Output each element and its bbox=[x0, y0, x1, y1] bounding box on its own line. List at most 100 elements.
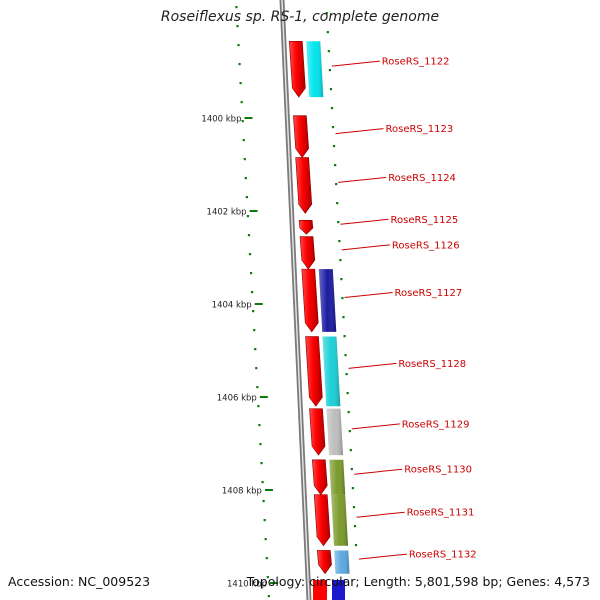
gene-category-shade bbox=[322, 336, 341, 407]
gene-arrow[interactable] bbox=[299, 236, 316, 270]
gene-arrow[interactable] bbox=[293, 115, 309, 159]
gene-label[interactable]: RoseRS_1128 bbox=[398, 359, 466, 370]
topology-text: Topology: circular; Length: 5,801,598 bp… bbox=[246, 574, 590, 589]
gene-label[interactable]: RoseRS_1130 bbox=[404, 465, 472, 476]
minor-tick-left bbox=[243, 158, 246, 161]
minor-tick-left bbox=[247, 234, 251, 237]
minor-tick-left bbox=[258, 424, 261, 427]
minor-tick-right bbox=[346, 392, 349, 395]
gene-label[interactable]: RoseRS_1127 bbox=[395, 288, 463, 299]
minor-tick-right bbox=[343, 335, 346, 338]
gene-label[interactable]: RoseRS_1125 bbox=[391, 215, 459, 226]
minor-tick-left bbox=[256, 386, 259, 389]
gene-category-shade bbox=[329, 459, 346, 495]
gene-arrow[interactable] bbox=[309, 408, 326, 456]
minor-tick-left bbox=[248, 253, 252, 256]
minor-tick-left bbox=[246, 215, 250, 218]
minor-tick-left bbox=[253, 329, 256, 332]
gene-RoseRS_1122[interactable] bbox=[288, 40, 324, 98]
gene-label[interactable]: RoseRS_1129 bbox=[402, 419, 470, 430]
minor-tick-right bbox=[336, 202, 339, 205]
minor-tick-left bbox=[242, 139, 245, 142]
minor-tick-left bbox=[244, 177, 247, 180]
minor-tick-left bbox=[245, 196, 248, 199]
minor-tick-left bbox=[257, 405, 260, 408]
minor-tick-left bbox=[241, 120, 244, 123]
gene-label[interactable]: RoseRS_1122 bbox=[382, 57, 450, 68]
minor-tick-right bbox=[329, 88, 333, 91]
minor-tick-right bbox=[350, 468, 353, 471]
gene-leader-line bbox=[348, 362, 397, 369]
minor-tick-left bbox=[251, 291, 254, 294]
minor-tick-left bbox=[260, 462, 263, 465]
minor-tick-right bbox=[338, 240, 341, 243]
minor-tick-right bbox=[341, 297, 344, 300]
partial-gene-bottom bbox=[313, 580, 327, 600]
minor-tick-left bbox=[255, 367, 258, 370]
minor-tick-right bbox=[325, 12, 328, 15]
minor-tick-right bbox=[327, 50, 330, 53]
minor-tick-right bbox=[334, 164, 337, 167]
minor-tick-left bbox=[238, 63, 241, 66]
gene-RoseRS_1131[interactable] bbox=[313, 494, 349, 547]
gene-leader-line bbox=[340, 218, 389, 225]
scale-label: 1404 kbp bbox=[212, 301, 252, 311]
minor-tick-left bbox=[262, 500, 265, 503]
gene-leader-line bbox=[344, 292, 393, 299]
tick-layer: 1400 kbp 1402 kbp 1404 kbp 1406 kbp 1408 kbp… bbox=[201, 6, 358, 598]
gene-arrow[interactable] bbox=[311, 459, 328, 496]
minor-tick-left bbox=[261, 481, 264, 484]
minor-tick-right bbox=[349, 449, 352, 452]
gene-RoseRS_1126[interactable] bbox=[299, 236, 316, 270]
gene-RoseRS_1129[interactable] bbox=[309, 408, 344, 456]
scale-label: 1410 kbp bbox=[227, 580, 267, 590]
gene-arrow[interactable] bbox=[288, 40, 306, 98]
gene-leader-line bbox=[358, 553, 407, 560]
minor-tick-right bbox=[353, 525, 357, 528]
gene-label[interactable]: RoseRS_1132 bbox=[409, 550, 477, 561]
gene-RoseRS_1127[interactable] bbox=[301, 268, 337, 333]
gene-label[interactable]: RoseRS_1123 bbox=[386, 124, 454, 135]
minor-tick-right bbox=[352, 506, 356, 509]
gene-RoseRS_1125[interactable] bbox=[298, 220, 314, 235]
gene-label[interactable]: RoseRS_1131 bbox=[407, 508, 475, 519]
label-layer: RoseRS_1122 RoseRS_1123 RoseRS_1124 RoseRS_… bbox=[331, 57, 477, 561]
minor-tick-left bbox=[264, 538, 267, 541]
backbone-layer bbox=[279, 0, 312, 600]
gene-arrow[interactable] bbox=[316, 550, 332, 575]
gene-RoseRS_1128[interactable] bbox=[305, 336, 341, 407]
gene-leader-line bbox=[338, 176, 387, 183]
minor-tick-left bbox=[249, 272, 253, 275]
gene-RoseRS_1123[interactable] bbox=[293, 115, 309, 159]
gene-arrow[interactable] bbox=[295, 157, 313, 214]
gene-RoseRS_1132[interactable] bbox=[316, 550, 350, 575]
gene-label[interactable]: RoseRS_1124 bbox=[388, 173, 456, 184]
minor-tick-right bbox=[347, 411, 350, 414]
gene-category-shade bbox=[326, 408, 344, 456]
scale-label: 1400 kbp bbox=[201, 115, 241, 125]
gene-RoseRS_1130[interactable] bbox=[311, 459, 346, 496]
scale-label: 1406 kbp bbox=[217, 394, 257, 404]
minor-tick-right bbox=[344, 354, 347, 357]
minor-tick-right bbox=[332, 145, 336, 148]
gene-leader-line bbox=[335, 128, 384, 135]
gene-leader-line bbox=[341, 244, 390, 251]
map-title: Roseiflexus sp. RS-1, complete genome bbox=[160, 9, 440, 25]
gene-category-shade bbox=[334, 550, 350, 574]
gene-arrow[interactable] bbox=[313, 494, 331, 547]
minor-tick-left bbox=[266, 576, 269, 579]
gene-arrow[interactable] bbox=[298, 220, 314, 235]
gene-arrow[interactable] bbox=[301, 268, 319, 333]
minor-tick-left bbox=[236, 25, 239, 28]
minor-tick-right bbox=[326, 31, 329, 34]
gene-category-shade bbox=[318, 269, 337, 332]
minor-tick-right bbox=[331, 126, 335, 129]
minor-tick-right bbox=[330, 107, 334, 110]
gene-arrow[interactable] bbox=[305, 336, 323, 407]
minor-tick-left bbox=[240, 101, 243, 104]
gene-RoseRS_1124[interactable] bbox=[295, 157, 313, 214]
gene-label[interactable]: RoseRS_1126 bbox=[392, 240, 460, 251]
minor-tick-right bbox=[340, 278, 343, 281]
minor-tick-right bbox=[339, 259, 342, 262]
